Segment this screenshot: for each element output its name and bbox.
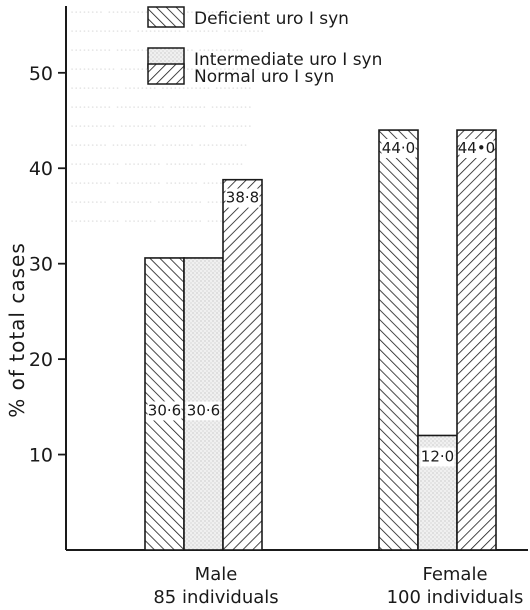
y-tick-label: 40 — [29, 158, 53, 180]
category-label-male: Male — [195, 564, 238, 585]
y-tick-label: 50 — [29, 63, 53, 85]
data-label-bg — [459, 138, 494, 158]
bar-male-normal — [222, 178, 263, 551]
data-label-bg — [381, 138, 416, 158]
category-label-female: Female — [422, 564, 487, 585]
data-label-female-normal: 44•0 — [458, 139, 495, 157]
y-axis-title: % of total cases — [5, 242, 29, 417]
data-label-female-intermediate: 12·0 — [421, 447, 454, 465]
data-label-bg — [147, 401, 182, 421]
category-sublabel-female: 100 individuals — [387, 587, 524, 608]
legend-swatch-normal — [147, 63, 185, 85]
data-label-male-deficient: 30·6 — [148, 401, 181, 419]
y-ticks: 10 20 30 40 50 — [29, 63, 66, 467]
data-label-bg — [225, 188, 260, 208]
category-labels: Male 85 individuals Female 100 individua… — [153, 564, 523, 608]
y-tick-label: 30 — [29, 254, 53, 276]
legend-swatch-deficient — [147, 6, 185, 28]
legend: Deficient uro I syn Intermediate uro I s… — [147, 6, 382, 87]
y-axis-title-group: % of total cases — [5, 242, 29, 417]
legend-label-intermediate: Intermediate uro I syn — [194, 50, 382, 70]
y-tick-label: 10 — [29, 445, 53, 467]
data-label-male-intermediate: 30·6 — [187, 401, 220, 419]
data-label-bg — [420, 447, 455, 467]
legend-label-normal: Normal uro I syn — [194, 67, 334, 87]
bar-female-deficient — [378, 129, 419, 551]
legend-label-deficient: Deficient uro I syn — [194, 9, 349, 29]
data-label-male-normal: 38·8 — [226, 189, 259, 207]
data-labels-group: 30·6 30·6 38·8 44·0 12·0 44•0 — [147, 138, 495, 467]
data-label-bg — [186, 401, 221, 421]
bar-female-normal — [456, 129, 497, 551]
category-sublabel-male: 85 individuals — [153, 587, 278, 608]
data-label-female-deficient: 44·0 — [382, 139, 415, 157]
y-tick-label: 20 — [29, 349, 53, 371]
